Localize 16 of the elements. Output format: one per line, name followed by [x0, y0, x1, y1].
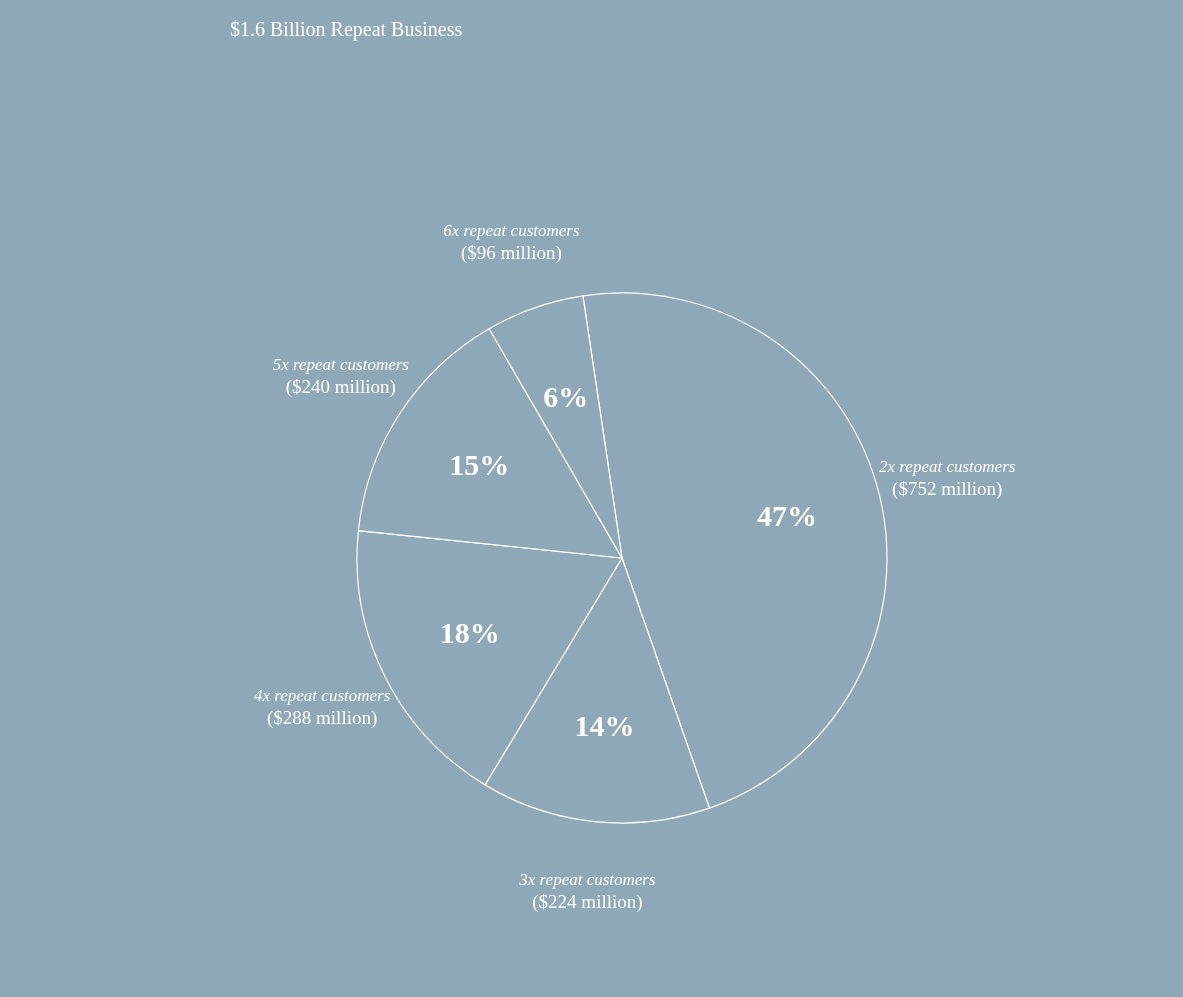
slice-label: 3x repeat customers [518, 870, 656, 890]
text: ($240 million) [285, 375, 396, 398]
slice-label: 6x repeat customers [443, 220, 580, 240]
data-label: 47% [757, 499, 818, 533]
data-label: 15% [449, 447, 510, 481]
data-label: 14% [574, 709, 635, 743]
text: ($224 million) [532, 891, 643, 914]
data-label: 6% [543, 379, 589, 413]
text: ($288 million) [266, 707, 378, 730]
text: ($96 million) [460, 241, 562, 264]
text: ($752 million) [892, 477, 1003, 500]
data-label: 18% [439, 615, 500, 649]
slice-label: 5x repeat customers [272, 354, 410, 374]
chart-title: $1.6 Billion Repeat Business [230, 18, 463, 41]
slice-label: 2x repeat customers [879, 456, 1016, 476]
slice-label: 4x repeat customers [254, 686, 391, 706]
